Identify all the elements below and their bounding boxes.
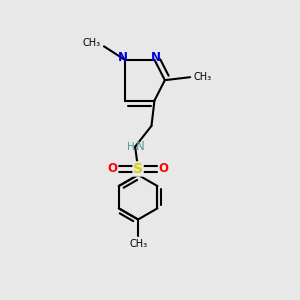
Text: CH₃: CH₃	[129, 239, 147, 249]
Text: N: N	[118, 51, 128, 64]
Text: O: O	[158, 163, 168, 176]
Text: S: S	[133, 162, 143, 176]
Text: N: N	[136, 140, 145, 153]
Text: H: H	[128, 142, 135, 152]
Text: CH₃: CH₃	[83, 38, 101, 48]
Text: N: N	[151, 51, 161, 64]
Text: O: O	[108, 163, 118, 176]
Text: CH₃: CH₃	[193, 72, 211, 82]
